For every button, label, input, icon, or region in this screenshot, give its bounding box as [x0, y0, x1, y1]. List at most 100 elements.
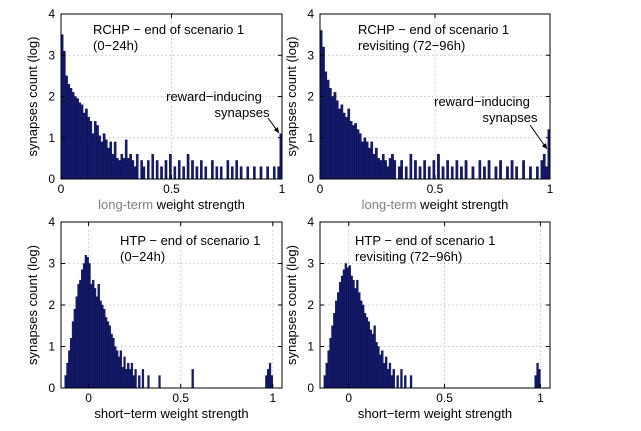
histogram-bar [91, 133, 95, 180]
histogram-bar [74, 96, 77, 180]
histogram-bar [460, 166, 463, 180]
histogram-bar [95, 296, 99, 389]
histogram-bar [522, 160, 525, 180]
histogram-bar [86, 257, 89, 389]
histogram-bar [352, 125, 355, 180]
histogram-bar [182, 166, 185, 180]
histogram-bar [414, 160, 417, 180]
x-tick-label: 0.5 [163, 182, 180, 196]
histogram-bar [329, 88, 332, 180]
histogram-bar [371, 333, 374, 389]
histogram-bar [358, 292, 361, 389]
histogram-bar [117, 356, 121, 389]
histogram-bar [388, 362, 392, 389]
histogram-bar [112, 338, 115, 389]
histogram-bar [324, 71, 328, 180]
histogram-bar [93, 121, 97, 180]
histogram-bar [423, 160, 426, 180]
histogram-bar [130, 362, 134, 389]
histogram-bar [146, 160, 150, 180]
histogram-bar [99, 300, 102, 389]
x-tick-label: 0 [85, 391, 92, 405]
histogram-bar [400, 369, 403, 389]
histogram-bar [540, 160, 544, 180]
histogram-bar [191, 160, 194, 180]
x-tick-label: 0.5 [436, 391, 453, 405]
histogram-bar [128, 369, 132, 389]
histogram-bar [363, 313, 367, 389]
histogram-bar [89, 121, 93, 180]
histogram-bar [361, 141, 364, 180]
y-tick-label: 1 [48, 131, 55, 145]
histogram-bar [101, 304, 104, 389]
chart-title-line: revisiting (72−96h) [358, 38, 465, 53]
histogram-bar [342, 112, 346, 180]
histogram-bar [277, 166, 280, 180]
y-tick-label: 4 [48, 215, 55, 229]
histogram-bar [96, 125, 99, 180]
histogram-bar [381, 154, 385, 180]
histogram-bar [365, 141, 369, 180]
histogram-bar [125, 369, 128, 389]
histogram-bar [337, 292, 340, 389]
y-tick-label: 3 [307, 257, 314, 271]
x-tick-label: 0 [317, 182, 324, 196]
histogram-bar [381, 350, 384, 389]
histogram-bar [360, 300, 363, 389]
histogram-bar [346, 267, 349, 389]
histogram-bar [384, 160, 387, 180]
histogram-bar [97, 284, 100, 389]
histogram-bar [325, 362, 328, 389]
histogram-bar [331, 325, 334, 389]
histogram-bar [215, 166, 219, 180]
histogram-bar [265, 375, 268, 389]
histogram-bar [536, 166, 539, 180]
annotation-text: synapses [215, 105, 270, 120]
y-tick-label: 3 [48, 48, 55, 62]
histogram-bar [121, 367, 124, 389]
histogram-bar [113, 141, 117, 180]
histogram-bar [124, 139, 128, 180]
histogram-bar [396, 375, 399, 389]
histogram-bar [69, 88, 73, 180]
y-tick-label: 4 [48, 7, 55, 21]
histogram-bar [464, 160, 468, 180]
histogram-bar [158, 375, 161, 389]
y-axis-label: synapses count (log) [284, 37, 299, 157]
histogram-bar [88, 263, 91, 389]
histogram-bar [81, 269, 84, 389]
histogram-bar [372, 154, 376, 180]
x-axis-label: long-term weight strength [98, 197, 245, 212]
histogram-bar [108, 325, 111, 389]
histogram-bar [338, 108, 341, 180]
annotation-text: reward−inducing [166, 89, 262, 104]
histogram-bar [398, 166, 401, 180]
histogram-bar [335, 300, 338, 389]
histogram-bar [542, 154, 546, 180]
histogram-bar [342, 269, 346, 389]
histogram-bar [404, 166, 408, 180]
histogram-bar [361, 304, 365, 389]
chart-title-line: HTP − end of scenario 1 [355, 233, 495, 248]
y-tick-label: 2 [307, 298, 314, 312]
histogram-bar [120, 154, 124, 180]
histogram-bar [73, 308, 76, 389]
histogram-bar [352, 279, 355, 389]
histogram-bar [333, 313, 336, 389]
y-axis-label: synapses count (log) [284, 245, 299, 365]
y-tick-label: 1 [48, 340, 55, 354]
histogram-bar [80, 104, 84, 180]
histogram-bar [64, 375, 67, 389]
histogram-bar [191, 369, 194, 389]
histogram-bar [155, 160, 159, 180]
histogram-bar [323, 375, 326, 389]
histogram-bar [393, 160, 397, 180]
histogram-bar [211, 160, 214, 180]
histogram-bar [79, 279, 82, 389]
histogram-bar [92, 279, 95, 389]
x-axis-label-prefix: long-term [362, 197, 417, 212]
histogram-bar [268, 362, 272, 389]
histogram-bar [375, 147, 378, 180]
histogram-bar [368, 147, 371, 180]
